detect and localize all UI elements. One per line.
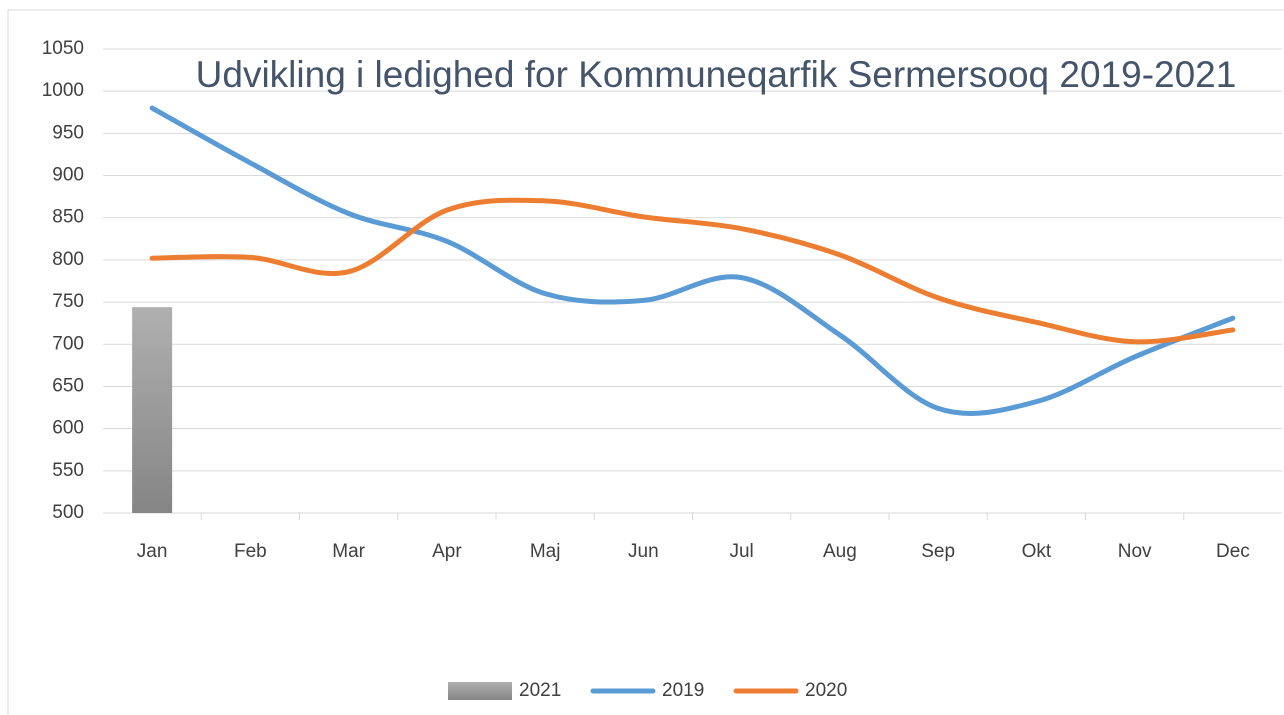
- x-tick-label: Jan: [137, 541, 168, 562]
- y-tick-label: 900: [52, 165, 84, 186]
- y-tick-label: 500: [52, 502, 84, 523]
- y-tick-label: 1050: [42, 38, 84, 59]
- legend-swatch: [448, 682, 512, 700]
- bar: [132, 307, 173, 513]
- y-tick-label: 550: [52, 460, 84, 481]
- y-tick-label: 800: [52, 249, 84, 270]
- legend-label: 2020: [805, 680, 847, 701]
- chart-title: Udvikling i ledighed for Kommuneqarfik S…: [195, 54, 1237, 95]
- x-tick-label: Mar: [332, 541, 365, 562]
- x-tick-label: Aug: [823, 541, 857, 562]
- x-tick-label: Apr: [432, 541, 462, 562]
- line: [149, 197, 1236, 345]
- y-tick-label: 750: [52, 291, 84, 312]
- chart-border: [7, 9, 1284, 715]
- x-tick-label: Sep: [921, 541, 955, 562]
- legend-label: 2021: [519, 680, 561, 701]
- x-tick-label: Feb: [234, 541, 267, 562]
- y-tick-label: 700: [52, 333, 84, 354]
- y-tick-label: 600: [52, 418, 84, 439]
- y-tick-label: 1000: [42, 80, 84, 101]
- x-tick-label: Jul: [729, 541, 753, 562]
- x-tick-label: Maj: [530, 541, 561, 562]
- x-tick-label: Nov: [1118, 541, 1152, 562]
- x-tick-label: Okt: [1022, 541, 1052, 562]
- line: [149, 105, 1236, 416]
- legend-label: 2019: [662, 680, 704, 701]
- x-tick-label: Jun: [628, 541, 659, 562]
- y-tick-label: 950: [52, 122, 84, 143]
- y-tick-label: 850: [52, 207, 84, 228]
- x-tick-label: Dec: [1216, 541, 1250, 562]
- y-tick-label: 650: [52, 375, 84, 396]
